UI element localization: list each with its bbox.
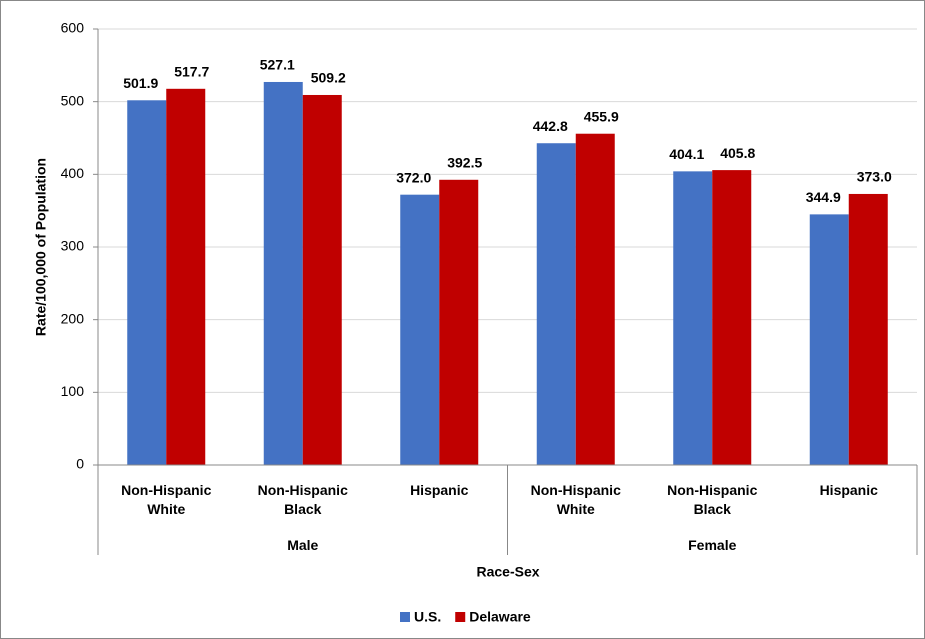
group-label: Male — [287, 537, 319, 553]
x-tick-label: Non-Hispanic Black — [667, 482, 758, 517]
data-label: 404.1 — [669, 146, 704, 162]
bar — [809, 214, 849, 465]
bar — [400, 194, 440, 465]
y-tick-label: 300 — [61, 238, 85, 254]
data-label: 527.1 — [260, 57, 295, 73]
data-label: 344.9 — [806, 189, 841, 205]
y-tick-label: 0 — [76, 456, 84, 472]
y-tick-label: 400 — [61, 165, 85, 181]
y-tick-label: 600 — [61, 20, 85, 36]
legend-swatch — [400, 612, 410, 622]
x-tick-label: Non-Hispanic Black — [257, 482, 348, 517]
y-tick-label: 100 — [61, 383, 85, 399]
bar — [302, 94, 342, 466]
y-tick-label: 500 — [61, 92, 85, 108]
data-label: 392.5 — [447, 154, 482, 170]
legend-swatch — [455, 612, 466, 622]
legend-label: Delaware — [469, 609, 531, 625]
data-label: 372.0 — [396, 169, 431, 185]
x-axis-title: Race-Sex — [476, 564, 539, 580]
bar — [127, 100, 167, 465]
data-label: 373.0 — [857, 169, 892, 185]
data-label: 455.9 — [584, 108, 619, 124]
bar — [166, 88, 206, 466]
y-tick-label: 200 — [61, 310, 85, 326]
group-label: Female — [688, 537, 737, 553]
bar — [673, 171, 713, 465]
bar — [536, 143, 576, 465]
data-label: 509.2 — [311, 70, 346, 86]
x-tick-label: Non-Hispanic White — [121, 482, 212, 517]
x-tick-label: Hispanic — [819, 482, 878, 498]
data-label: 501.9 — [123, 75, 158, 91]
bar — [848, 193, 888, 465]
y-axis-title: Rate/100,000 of Population — [33, 158, 49, 336]
x-tick-label: Hispanic — [410, 482, 469, 498]
data-label: 517.7 — [174, 64, 209, 80]
data-label: 405.8 — [720, 145, 755, 161]
x-tick-label: Non-Hispanic White — [530, 482, 621, 517]
bar — [263, 81, 303, 465]
bar — [712, 170, 752, 466]
bar — [439, 179, 479, 466]
legend-label: U.S. — [414, 609, 441, 625]
data-label: 442.8 — [533, 118, 568, 134]
bar — [575, 133, 615, 466]
